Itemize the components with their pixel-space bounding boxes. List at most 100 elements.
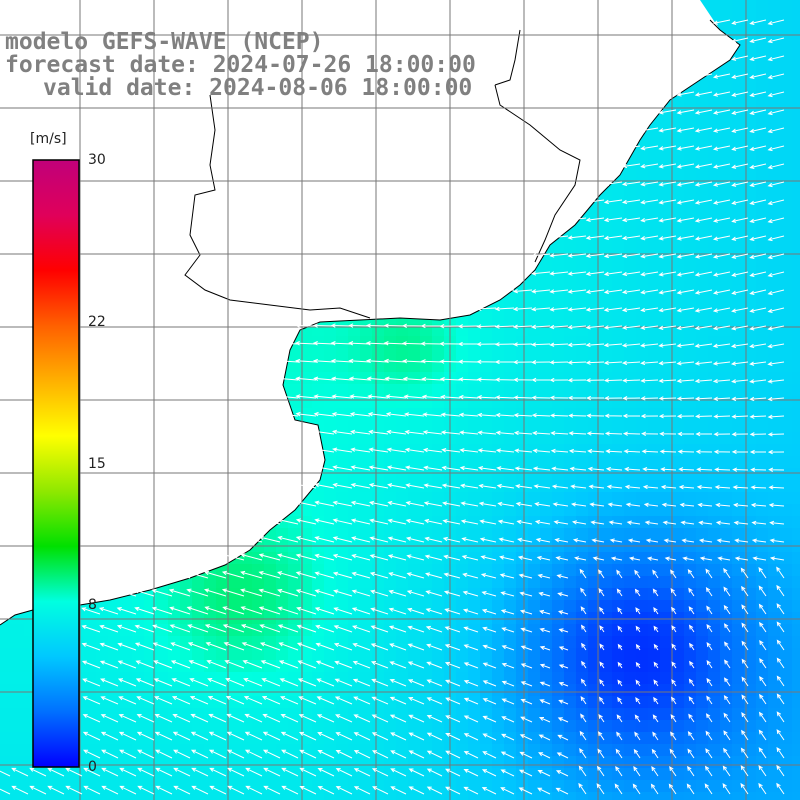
wind-speed-cell <box>564 408 577 421</box>
wind-speed-cell <box>12 684 25 697</box>
wind-speed-cell <box>612 372 625 385</box>
wind-speed-cell <box>456 420 469 433</box>
wind-speed-cell <box>600 336 613 349</box>
wind-speed-cell <box>768 312 781 325</box>
wind-speed-cell <box>672 576 685 589</box>
wind-speed-cell <box>540 384 553 397</box>
wind-speed-cell <box>612 204 625 217</box>
wind-speed-cell <box>768 768 781 781</box>
wind-speed-cell <box>228 564 241 577</box>
wind-speed-cell <box>384 456 397 469</box>
wind-speed-cell <box>600 684 613 697</box>
wind-speed-cell <box>672 408 685 421</box>
wind-speed-cell <box>648 660 661 673</box>
wind-speed-cell <box>756 492 769 505</box>
wind-speed-cell <box>756 0 769 13</box>
wind-speed-cell <box>516 336 529 349</box>
wind-speed-cell <box>384 672 397 685</box>
wind-speed-cell <box>180 684 193 697</box>
wind-speed-cell <box>480 456 493 469</box>
wind-speed-cell <box>660 372 673 385</box>
wind-speed-cell <box>780 288 793 301</box>
wind-speed-cell <box>612 408 625 421</box>
wind-speed-cell <box>372 408 385 421</box>
wind-speed-cell <box>792 600 800 613</box>
wind-speed-cell <box>564 336 577 349</box>
wind-speed-cell <box>792 120 800 133</box>
wind-speed-cell <box>720 288 733 301</box>
wind-speed-cell <box>780 24 793 37</box>
wind-speed-cell <box>264 792 277 800</box>
wind-speed-cell <box>636 264 649 277</box>
wind-speed-cell <box>756 612 769 625</box>
wind-speed-cell <box>204 612 217 625</box>
wind-speed-cell <box>360 552 373 565</box>
wind-speed-cell <box>120 720 133 733</box>
wind-speed-cell <box>132 732 145 745</box>
wind-speed-cell <box>564 600 577 613</box>
wind-speed-cell <box>684 132 697 145</box>
wind-speed-cell <box>12 636 25 649</box>
wind-speed-cell <box>288 384 301 397</box>
wind-speed-cell <box>156 756 169 769</box>
wind-speed-cell <box>636 684 649 697</box>
wind-speed-cell <box>384 708 397 721</box>
wind-speed-cell <box>696 144 709 157</box>
wind-speed-cell <box>456 720 469 733</box>
wind-speed-cell <box>732 420 745 433</box>
wind-speed-cell <box>576 396 589 409</box>
wind-speed-cell <box>480 432 493 445</box>
wind-speed-cell <box>180 636 193 649</box>
wind-speed-cell <box>384 588 397 601</box>
wind-speed-cell <box>372 420 385 433</box>
wind-speed-cell <box>744 564 757 577</box>
wind-speed-cell <box>336 576 349 589</box>
wind-speed-cell <box>360 744 373 757</box>
wind-speed-cell <box>468 588 481 601</box>
wind-speed-cell <box>780 84 793 97</box>
wind-speed-cell <box>720 384 733 397</box>
wind-speed-cell <box>492 624 505 637</box>
wind-speed-cell <box>432 648 445 661</box>
wind-speed-cell <box>384 468 397 481</box>
wind-speed-cell <box>336 528 349 541</box>
wind-speed-cell <box>144 636 157 649</box>
wind-speed-cell <box>672 648 685 661</box>
wind-speed-cell <box>720 792 733 800</box>
wind-speed-cell <box>240 756 253 769</box>
wind-speed-cell <box>780 492 793 505</box>
wind-speed-cell <box>696 288 709 301</box>
wind-speed-cell <box>792 348 800 361</box>
wind-speed-cell <box>528 420 541 433</box>
wind-speed-cell <box>672 384 685 397</box>
wind-speed-cell <box>600 624 613 637</box>
wind-speed-cell <box>336 432 349 445</box>
wind-speed-cell <box>708 348 721 361</box>
wind-speed-cell <box>0 648 13 661</box>
wind-speed-cell <box>600 504 613 517</box>
wind-speed-cell <box>660 756 673 769</box>
wind-speed-cell <box>456 348 469 361</box>
wind-speed-cell <box>780 768 793 781</box>
wind-speed-cell <box>396 456 409 469</box>
wind-speed-cell <box>252 588 265 601</box>
wind-speed-cell <box>144 744 157 757</box>
wind-speed-cell <box>744 480 757 493</box>
wind-speed-cell <box>576 480 589 493</box>
wind-speed-cell <box>420 648 433 661</box>
wind-speed-cell <box>684 720 697 733</box>
wind-speed-cell <box>132 684 145 697</box>
wind-speed-cell <box>780 432 793 445</box>
wind-speed-cell <box>756 576 769 589</box>
wind-speed-cell <box>480 744 493 757</box>
wind-speed-cell <box>660 492 673 505</box>
wind-speed-cell <box>564 396 577 409</box>
wind-speed-cell <box>468 384 481 397</box>
wind-speed-cell <box>216 636 229 649</box>
wind-speed-cell <box>348 504 361 517</box>
wind-speed-cell <box>576 492 589 505</box>
wind-speed-cell <box>780 612 793 625</box>
wind-speed-cell <box>528 576 541 589</box>
wind-speed-cell <box>528 780 541 793</box>
wind-speed-cell <box>336 756 349 769</box>
